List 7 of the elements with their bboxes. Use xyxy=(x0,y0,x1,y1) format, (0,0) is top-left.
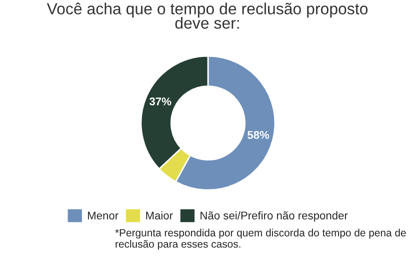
data-label: 37% xyxy=(149,97,172,106)
chart-title: Você acha que o tempo de reclusão proposto deve ser: xyxy=(46,2,368,29)
text: *Pergunta respondida por quem discorda do tempo de pena de reclusão para esses casos. xyxy=(115,228,406,250)
legend-label: Menor xyxy=(88,212,118,220)
data-label: 58% xyxy=(248,131,270,139)
legend-label: Maior xyxy=(146,211,173,220)
legend-label: Não sei/Prefiro não responder xyxy=(200,211,348,222)
